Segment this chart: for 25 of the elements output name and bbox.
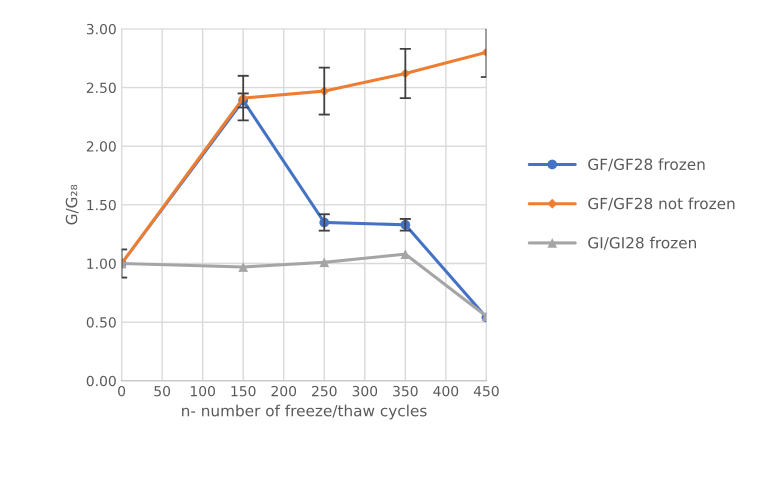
- x-tick-label: 150: [231, 386, 256, 396]
- y-tick-label: 1.00: [87, 258, 116, 269]
- y-tick-label: 2.50: [86, 82, 116, 94]
- x-tick-label: 200: [271, 386, 296, 396]
- legend-label: GI/GI28 frozen: [588, 236, 696, 250]
- x-tick-label: 0: [118, 386, 126, 396]
- x-tick-label: 300: [352, 386, 378, 396]
- x-tick-label: 450: [474, 386, 499, 396]
- y-axis-title: G/G₂₈: [66, 184, 78, 225]
- y-tick-label: 0.00: [86, 376, 116, 386]
- x-tick-label: 400: [433, 386, 458, 396]
- x-tick-label: 100: [190, 386, 215, 396]
- y-tick-label: 2.00: [86, 141, 116, 152]
- point: [400, 249, 410, 259]
- legend-label: GF/GF28 not frozen: [588, 197, 734, 210]
- y-tick-label: 3.00: [86, 24, 116, 34]
- legend-label: GF/GF28 frozen: [588, 158, 705, 172]
- y-tick-label: 1.50: [87, 200, 116, 210]
- x-tick-label: 250: [312, 386, 337, 396]
- y-tick-label: 0.50: [86, 317, 116, 328]
- point: [319, 257, 330, 268]
- x-tick-label: 350: [393, 386, 418, 396]
- point: [238, 262, 248, 272]
- x-tick-label: 50: [154, 386, 170, 396]
- x-axis-title: n- number of freeze/thaw cycles: [182, 404, 427, 420]
